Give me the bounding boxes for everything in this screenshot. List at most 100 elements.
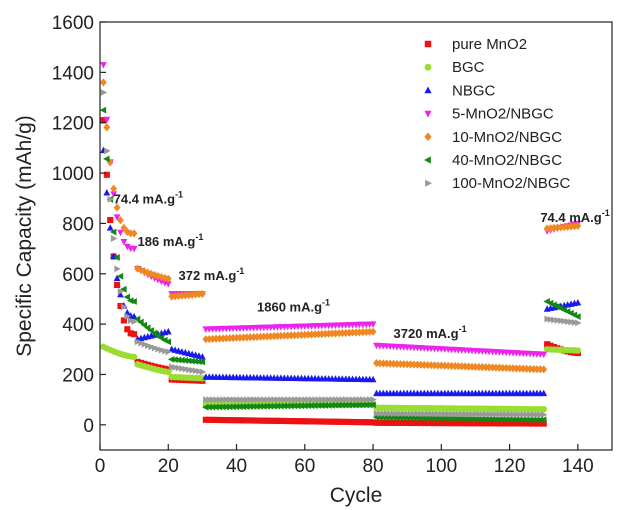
data-point	[482, 410, 490, 418]
data-point	[212, 416, 220, 424]
data-point	[384, 410, 391, 417]
data-point	[202, 416, 209, 423]
data-point	[414, 410, 422, 418]
data-point	[407, 360, 415, 369]
data-point	[130, 298, 137, 305]
data-point	[390, 410, 398, 418]
data-point	[370, 396, 377, 404]
data-point	[564, 318, 572, 325]
data-point	[130, 229, 138, 238]
data-point	[181, 357, 189, 364]
data-point	[431, 410, 439, 418]
legend-label: BGC	[452, 59, 485, 76]
data-point	[175, 364, 183, 372]
data-point	[250, 417, 257, 424]
data-point	[120, 317, 127, 324]
data-point	[359, 328, 367, 337]
data-point	[496, 420, 503, 427]
data-point	[199, 368, 207, 376]
data-point	[100, 117, 107, 124]
x-tick-label: 40	[226, 456, 247, 477]
rate-annotation: 186 mA.g-1	[138, 232, 204, 249]
data-point	[233, 396, 241, 404]
data-point	[113, 254, 120, 261]
data-point	[489, 420, 496, 427]
data-point	[363, 419, 370, 426]
plot-frame	[99, 21, 613, 451]
data-point	[213, 396, 220, 404]
legend-label: pure MnO2	[452, 36, 527, 53]
data-point	[195, 358, 202, 366]
data-point	[540, 405, 547, 413]
data-point	[151, 344, 159, 352]
data-point	[270, 402, 277, 410]
data-point	[145, 342, 152, 350]
data-point	[137, 318, 144, 326]
data-point	[113, 203, 121, 212]
data-point	[476, 410, 483, 418]
data-point	[370, 419, 377, 426]
data-point	[325, 418, 332, 425]
data-point	[369, 327, 377, 336]
data-point	[246, 403, 253, 410]
y-tick-label: 1400	[52, 63, 94, 84]
data-point	[401, 410, 408, 418]
series-10-mno2-nbgc	[100, 78, 582, 374]
data-point	[547, 224, 554, 233]
data-point	[527, 420, 534, 427]
data-point	[264, 417, 271, 424]
data-point	[553, 223, 561, 232]
data-point	[229, 403, 236, 411]
legend-marker	[424, 86, 432, 94]
data-point	[475, 420, 482, 427]
data-point	[223, 396, 231, 404]
data-point	[123, 243, 131, 251]
data-point	[284, 417, 291, 425]
data-point	[534, 411, 541, 419]
data-point	[520, 420, 527, 427]
data-point	[329, 396, 336, 404]
legend-label: NBGC	[452, 82, 496, 99]
data-point	[127, 330, 134, 337]
data-point	[539, 416, 547, 424]
data-point	[469, 410, 476, 418]
data-point	[568, 318, 575, 326]
data-point	[294, 402, 301, 410]
data-point	[182, 365, 190, 373]
data-point	[100, 89, 108, 96]
data-point	[332, 396, 340, 404]
data-point	[355, 401, 363, 409]
data-point	[291, 418, 298, 425]
data-point	[315, 418, 322, 425]
data-point	[301, 418, 308, 425]
x-tick-label: 0	[95, 456, 106, 477]
data-point	[404, 410, 411, 418]
data-point	[417, 360, 425, 369]
data-point	[117, 288, 125, 295]
data-point	[107, 195, 114, 203]
data-point	[168, 363, 176, 371]
data-point	[264, 396, 271, 404]
data-point	[103, 116, 111, 124]
data-point	[277, 417, 284, 424]
data-point	[397, 410, 405, 418]
data-point	[199, 289, 206, 298]
data-point	[465, 420, 472, 427]
data-point	[291, 396, 299, 404]
data-point	[110, 191, 118, 198]
data-point	[103, 123, 111, 132]
data-point	[220, 396, 227, 404]
data-point	[162, 347, 169, 355]
data-point	[530, 420, 537, 427]
data-point	[365, 401, 373, 409]
y-tick-label: 1200	[52, 114, 94, 135]
data-point	[243, 333, 251, 342]
data-point	[284, 331, 292, 340]
data-point	[147, 327, 154, 334]
data-point	[387, 410, 394, 417]
data-point	[150, 329, 158, 337]
y-tick-label: 400	[62, 315, 94, 336]
rate-annotation: 372 mA.g-1	[179, 266, 245, 283]
data-point	[485, 363, 493, 372]
data-point	[226, 417, 233, 424]
